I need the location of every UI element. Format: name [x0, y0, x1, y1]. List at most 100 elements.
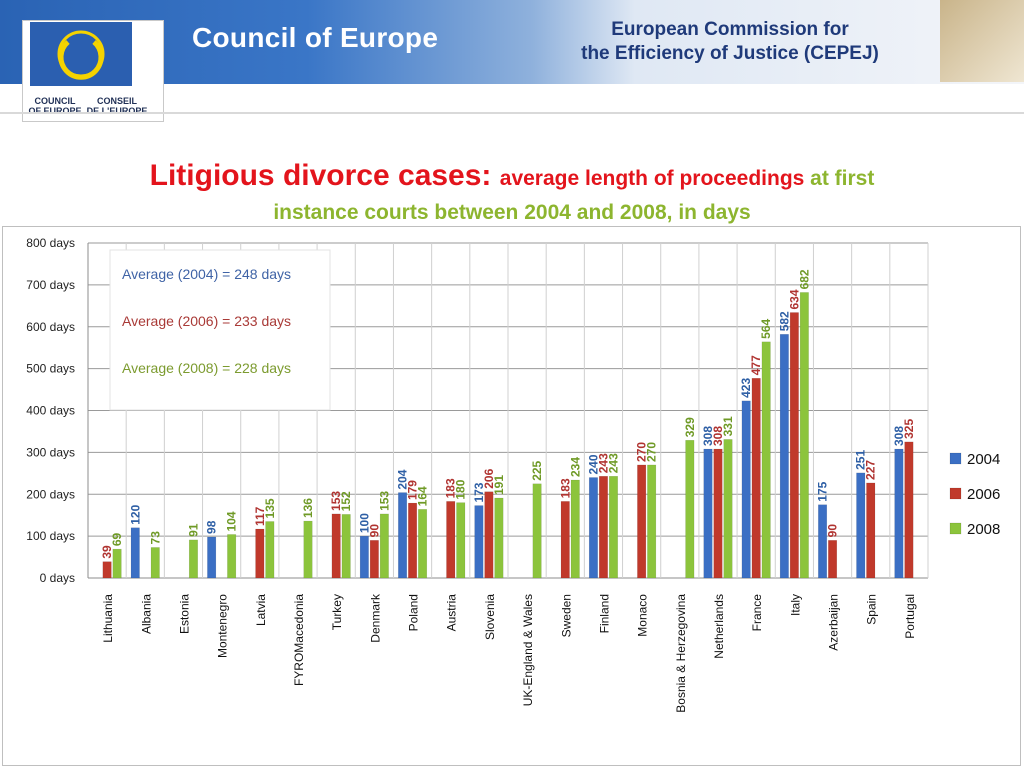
title-part3: at first [810, 167, 875, 190]
bar-2006 [446, 501, 456, 579]
x-tick-label: Sweden [559, 594, 573, 637]
bar-2004 [474, 505, 484, 579]
data-label-2006: 183 [444, 478, 458, 498]
x-tick-label: UK-England & Wales [521, 594, 535, 706]
x-tick-label: France [750, 594, 764, 632]
data-label-2008: 91 [186, 523, 200, 537]
data-label-2006: 243 [596, 453, 610, 473]
data-label-2004: 98 [205, 520, 219, 534]
y-tick-label: 700 days [26, 278, 75, 292]
bar-2004 [207, 536, 217, 579]
y-tick-label: 600 days [26, 320, 75, 334]
data-label-2008: 136 [301, 498, 315, 518]
bar-2008 [647, 464, 657, 579]
bar-2006 [598, 475, 608, 579]
bar-2006 [713, 448, 723, 579]
averages-box-bg [109, 249, 331, 411]
average-text: Average (2008) = 228 days [122, 360, 291, 376]
data-label-2006: 179 [406, 480, 420, 500]
legend-label: 2008 [967, 521, 1000, 538]
bar-2008 [494, 497, 504, 579]
bar-2006 [408, 502, 418, 579]
y-tick-label: 400 days [26, 404, 75, 418]
bar-2004 [856, 472, 866, 579]
y-tick-label: 100 days [26, 529, 75, 543]
y-tick-label: 800 days [26, 236, 75, 250]
data-label-2008: 153 [377, 491, 391, 511]
average-text: Average (2006) = 233 days [122, 313, 291, 329]
data-label-2006: 634 [787, 289, 801, 309]
legend-swatch-2004 [949, 452, 962, 465]
x-tick-label: Poland [407, 594, 421, 631]
data-label-2004: 100 [357, 513, 371, 533]
header-banner [0, 0, 1024, 84]
bar-2008 [112, 548, 122, 579]
data-label-2006: 308 [711, 426, 725, 446]
data-label-2006: 206 [482, 468, 496, 488]
data-label-2004: 582 [777, 311, 791, 331]
data-label-2006: 183 [558, 478, 572, 498]
y-tick-label: 200 days [26, 487, 75, 501]
data-label-2004: 204 [396, 469, 410, 489]
data-label-2008: 69 [110, 532, 124, 546]
title-line2: instance courts between 2004 and 2008, i… [273, 201, 751, 224]
data-label-2004: 175 [816, 481, 830, 501]
cepej-title: European Commission for the Efficiency o… [560, 18, 900, 66]
x-tick-label: FYROMacedonia [292, 594, 306, 686]
bar-2008 [418, 509, 428, 579]
data-label-2004: 240 [586, 454, 600, 474]
bar-2006 [637, 464, 647, 579]
data-label-2006: 227 [864, 460, 878, 480]
cepej-title-line2: the Efficiency of Justice (CEPEJ) [581, 43, 879, 64]
average-text: Average (2004) = 248 days [122, 266, 291, 282]
x-tick-label: Turkey [330, 594, 344, 630]
x-tick-label: Slovenia [483, 594, 497, 640]
bar-2008 [303, 520, 313, 579]
bar-2008 [761, 341, 771, 579]
data-label-2006: 325 [902, 419, 916, 439]
legend-swatch-2006 [949, 487, 962, 500]
data-label-2008: 564 [759, 318, 773, 338]
bar-2004 [398, 492, 408, 579]
x-tick-label: Portugal [903, 594, 917, 639]
legend-swatch-2008 [949, 522, 962, 535]
data-label-2006: 39 [100, 545, 114, 559]
cepej-title-line1: European Commission for [611, 19, 849, 40]
logo-caption: COUNCIL CONSEIL OF EUROPE DE L'EUROPE [24, 96, 160, 116]
bar-2004 [741, 400, 751, 579]
bar-2006 [828, 540, 838, 579]
stars-circle-icon [57, 30, 105, 80]
x-tick-label: Austria [445, 594, 459, 632]
bar-2008 [379, 513, 389, 579]
data-label-2008: 234 [568, 457, 582, 477]
bar-2008 [608, 475, 618, 579]
bar-2008 [570, 479, 580, 579]
x-tick-label: Estonia [177, 594, 191, 634]
data-label-2008: 164 [416, 486, 430, 506]
slide-title: Litigious divorce cases: average length … [20, 160, 1004, 231]
data-label-2008: 135 [263, 498, 277, 518]
y-tick-label: 500 days [26, 362, 75, 376]
data-label-2004: 423 [739, 378, 753, 398]
x-tick-label: Italy [788, 594, 802, 616]
data-label-2008: 682 [797, 269, 811, 289]
bar-2006 [102, 561, 112, 579]
bar-2008 [532, 483, 542, 579]
bar-2006 [369, 540, 379, 579]
bar-2006 [331, 513, 341, 579]
bar-2004 [894, 448, 904, 579]
x-tick-label: Denmark [368, 593, 382, 643]
x-tick-label: Bosnia & Herzegovina [674, 594, 688, 713]
bar-2008 [685, 439, 695, 579]
data-label-2008: 180 [454, 479, 468, 499]
data-label-2006: 90 [367, 524, 381, 538]
data-label-2004: 251 [854, 450, 868, 470]
scales-of-justice-icon [940, 0, 1024, 82]
bar-2008 [265, 521, 275, 579]
x-tick-label: Netherlands [712, 594, 726, 659]
x-tick-label: Lithuania [101, 594, 115, 643]
header: COUNCIL CONSEIL OF EUROPE DE L'EUROPE Coun… [0, 0, 1024, 125]
averages-box: Average (2004) = 248 days Average (2006) … [109, 249, 331, 411]
x-tick-label: Azerbaijan [827, 594, 841, 651]
title-part1: Litigious divorce cases: [149, 159, 500, 192]
